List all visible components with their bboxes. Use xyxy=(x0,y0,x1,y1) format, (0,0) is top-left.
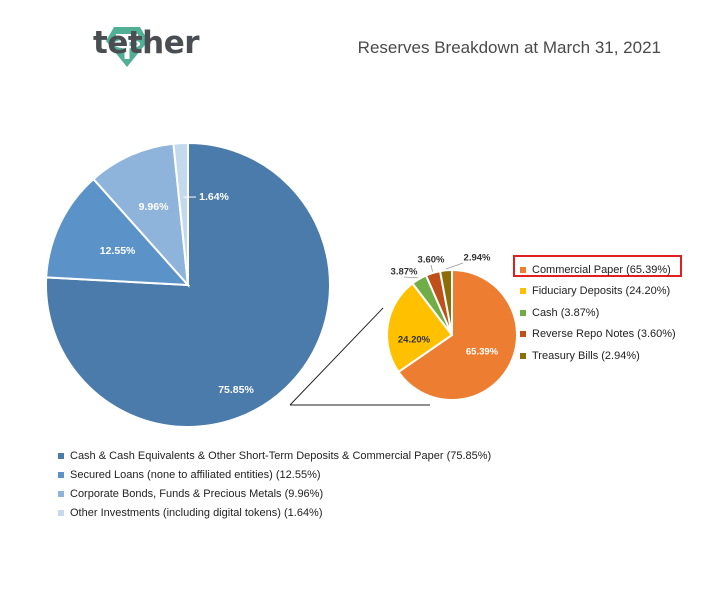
legend-swatch xyxy=(520,331,526,338)
legend-swatch xyxy=(520,352,526,359)
legend-label: Secured Loans (none to affiliated entiti… xyxy=(70,468,321,481)
pie-data-label: 12.55% xyxy=(100,245,136,257)
pie-slice xyxy=(172,141,189,286)
legend-label: Cash (3.87%) xyxy=(532,306,600,319)
legend-label: Reverse Repo Notes (3.60%) xyxy=(532,328,676,341)
main-legend: Cash & Cash Equivalents & Other Short-Te… xyxy=(58,446,491,522)
pie-connector-lines xyxy=(289,307,430,406)
legend-swatch xyxy=(520,266,526,273)
legend-item: Other Investments (including digital tok… xyxy=(58,503,491,522)
legend-item: Cash & Cash Equivalents & Other Short-Te… xyxy=(58,446,491,465)
legend-item: Corporate Bonds, Funds & Precious Metals… xyxy=(58,484,491,503)
pie-data-label: 9.96% xyxy=(139,201,169,213)
legend-label: Treasury Bills (2.94%) xyxy=(532,349,640,362)
legend-label: Corporate Bonds, Funds & Precious Metals… xyxy=(70,487,324,500)
sub-legend: Commercial Paper (65.39%) Fiduciary Depos… xyxy=(520,259,676,367)
label-leader-line xyxy=(445,262,464,270)
pie-data-label: 24.20% xyxy=(398,335,431,346)
pie-slice xyxy=(438,268,453,336)
sub-pie-chart: 65.39% 24.20% 3.87%3.60% 2.94% xyxy=(386,253,518,401)
legend-swatch xyxy=(520,309,526,316)
legend-label: Fiduciary Deposits (24.20%) xyxy=(532,285,671,298)
legend-item: Cash (3.87%) xyxy=(520,302,676,324)
legend-swatch xyxy=(58,471,64,478)
legend-item: Treasury Bills (2.94%) xyxy=(520,345,676,367)
legend-swatch xyxy=(58,509,64,516)
legend-item: Secured Loans (none to affiliated entiti… xyxy=(58,465,491,484)
pie-slice xyxy=(92,142,190,288)
commercial-paper-highlight-box xyxy=(513,255,682,277)
legend-label: Cash & Cash Equivalents & Other Short-Te… xyxy=(70,449,492,462)
pie-data-label: 2.94% xyxy=(464,253,491,264)
label-leader-line xyxy=(403,276,419,279)
pie-data-label: 3.60% xyxy=(418,255,445,266)
connector-line-top xyxy=(289,307,384,406)
pie-slice xyxy=(397,268,518,401)
legend-item: Commercial Paper (65.39%) xyxy=(520,259,676,281)
legend-swatch xyxy=(58,452,64,459)
main-pie-chart: 75.85% 12.55% 9.96% 1.64% xyxy=(45,141,331,428)
pie-slice xyxy=(45,177,191,287)
pie-data-label: 65.39% xyxy=(466,347,499,358)
pie-data-label: 3.87% xyxy=(391,267,418,278)
legend-label: Other Investments (including digital tok… xyxy=(70,506,323,519)
legend-item: Fiduciary Deposits (24.20%) xyxy=(520,281,676,303)
brand-name: tether xyxy=(93,25,200,61)
tether-logo-icon xyxy=(106,27,148,67)
legend-swatch xyxy=(520,288,526,295)
pie-data-label: 75.85% xyxy=(218,384,254,396)
chart-title: Reserves Breakdown at March 31, 2021 xyxy=(357,38,661,57)
label-leader-line xyxy=(430,264,433,272)
pie-slice xyxy=(386,282,454,374)
legend-label: Commercial Paper (65.39%) xyxy=(532,263,671,276)
legend-swatch xyxy=(58,490,64,497)
legend-item: Reverse Repo Notes (3.60%) xyxy=(520,324,676,346)
pie-slice xyxy=(45,141,331,428)
pie-data-label: 1.64% xyxy=(199,191,229,203)
